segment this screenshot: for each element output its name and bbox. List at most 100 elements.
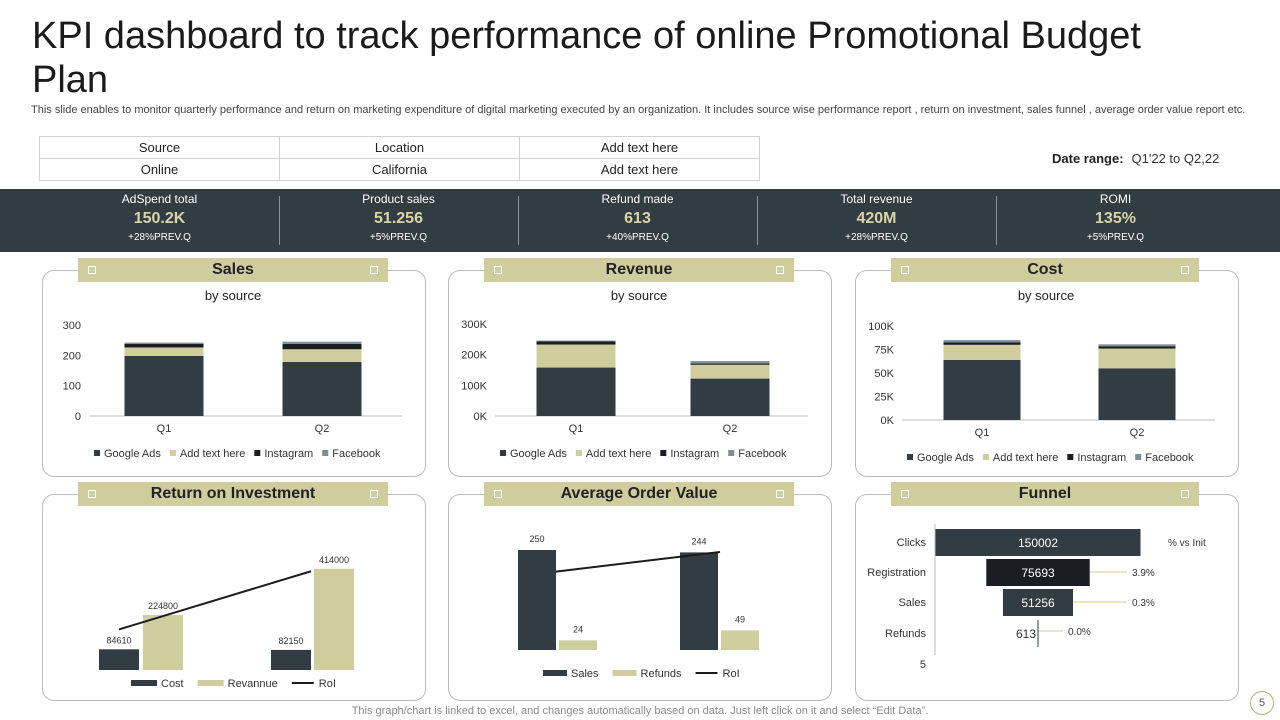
legend-swatch [131,680,157,686]
funnel-value-label: 51256 [1021,596,1055,610]
legend-swatch [612,670,637,676]
data-label: 250 [529,534,544,544]
kpi-value: 135% [1095,210,1136,227]
y-tick-label: 0 [75,411,81,423]
bar-segment [282,343,362,350]
y-tick-label: 100 [63,381,81,393]
roi-card-header: Return on Investment [78,482,388,506]
bar-segment [124,347,204,356]
legend-swatch [982,454,989,460]
funnel-bar [986,559,1090,586]
card-subtitle: by source [610,288,668,303]
square-icon [494,490,502,498]
legend-swatch [1135,454,1142,460]
table-cell[interactable]: Location [279,136,520,159]
legend-swatch [254,450,261,456]
y-tick-label: 300K [461,319,487,331]
funnel-card-header: Funnel [891,482,1199,506]
square-icon [901,490,909,498]
legend-swatch [197,680,224,686]
roi-chart: 84610 224800 82150 414000 Cost Revannue RoI [99,555,354,690]
card-title: Sales [212,261,254,278]
legend-label: Facebook [332,448,381,460]
square-icon [1181,266,1189,274]
card-title: Revenue [605,261,673,278]
bar-segment [690,361,770,364]
legend-swatch [322,450,329,456]
x-tick-label: Q1 [975,427,990,439]
table-cell[interactable]: Online [39,158,280,181]
revenue-chart: 0K 100K 200K 300K Q1 Q2 Google Ads Add text her… [461,319,808,460]
kpi-prev: +5%PREV.Q [1086,232,1145,243]
legend-swatch [575,450,582,456]
card-title: Funnel [1018,485,1072,502]
table-cell[interactable]: Add text here [519,136,760,159]
kpi-label: Product sales [362,192,435,206]
bar [271,649,311,670]
kpi-romi: ROMI 135% +5%PREV.Q [996,189,1235,252]
kpi-value: 150.2K [133,210,186,227]
kpi-refund: Refund made 613 +40%PREV.Q [518,189,757,252]
y-tick-label: 200K [461,350,487,362]
legend-swatch [907,454,913,460]
legend-swatch [94,450,100,456]
kpi-prev: +28%PREV.Q [845,232,908,243]
card-title: Cost [1027,261,1063,278]
square-icon [88,266,96,274]
y-tick-label: 50K [874,368,894,380]
aov-card-header: Average Order Value [484,482,794,506]
card-subtitle: by source [1017,288,1075,303]
cost-card-header: Cost [891,258,1199,282]
table-cell[interactable]: Source [39,136,280,159]
bar [518,550,556,650]
legend-label: Instagram [1077,452,1126,464]
date-range: Date range: Q1'22 to Q2,22 [1052,151,1219,166]
bar-segment [1098,368,1176,420]
square-icon [494,266,502,274]
source-table: Source Location Add text here Online Cal… [39,136,760,181]
bar-segment [536,340,616,342]
funnel-bar [935,529,1141,556]
legend-swatch [169,450,176,456]
kpi-bar: AdSpend total 150.2K +28%PREV.Q Product … [0,189,1280,252]
y-tick-label: 100K [868,321,894,333]
sales-card [42,270,426,477]
bar [143,615,183,670]
bar-segment [1098,348,1176,369]
y-tick-label: 25K [874,392,894,404]
y-tick-label: 0K [881,415,895,427]
y-tick-label: 300 [63,320,81,332]
bar [680,552,718,650]
bar-segment [943,344,1021,360]
table-cell[interactable]: California [279,158,520,181]
data-label: 82150 [278,636,303,646]
legend-label: Google Ads [510,448,567,460]
legend-swatch [660,450,667,456]
table-cell[interactable]: Add text here [519,158,760,181]
bar-segment [1098,344,1176,347]
legend-label: Add text here [586,448,651,460]
bar-segment [690,363,770,365]
bar-segment [282,349,362,363]
kpi-prev: +40%PREV.Q [606,232,669,243]
funnel-pct-label: % vs Init [1168,538,1206,549]
legend-label: Refunds [641,668,682,680]
data-label: 84610 [106,635,131,645]
kpi-label: ROMI [1099,192,1132,206]
legend-label: Google Ads [104,448,161,460]
square-icon [776,490,784,498]
page-number: 5 [1250,691,1274,715]
funnel-category-label: 5 [920,659,926,671]
data-label: 49 [735,614,745,624]
aov-chart: 250 24 244 49 Sales Refunds RoI [518,534,759,680]
legend-label: Revannue [228,678,278,690]
square-icon [88,490,96,498]
kpi-label: Refund made [601,192,674,206]
legend-label: Google Ads [917,452,974,464]
legend-swatch [543,670,567,676]
legend-label: Add text here [180,448,245,460]
funnel-bar [1002,589,1074,616]
footer-note: This graph/chart is linked to excel, and… [351,705,929,717]
y-tick-label: 0K [474,411,488,423]
data-label: 244 [691,536,706,546]
